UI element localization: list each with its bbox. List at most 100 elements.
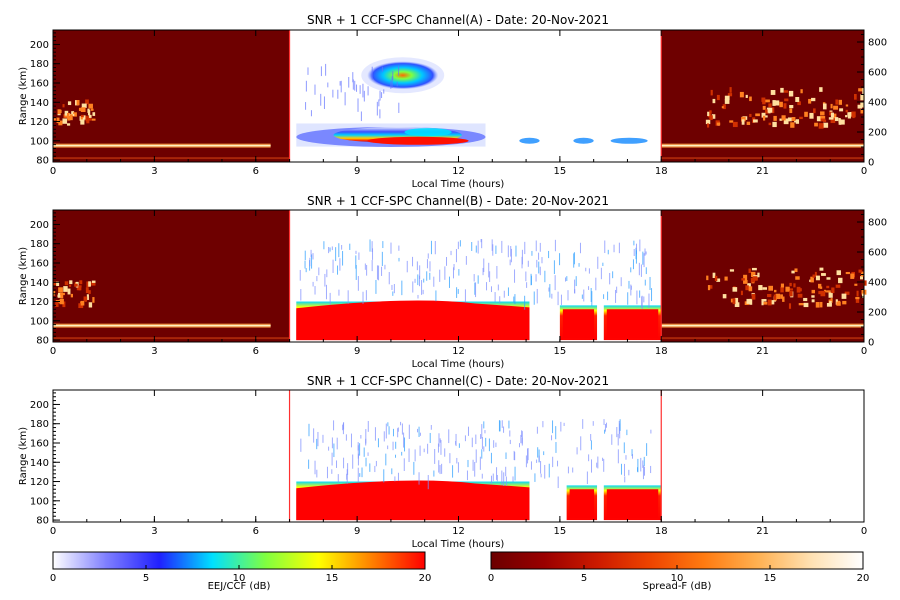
scatter-echo <box>491 239 493 251</box>
spread-f-echo <box>852 112 855 119</box>
scatter-echo <box>582 419 584 429</box>
scatter-echo <box>314 286 316 295</box>
colorbar-tick-label: 15 <box>326 573 339 584</box>
scatter-echo <box>393 284 395 294</box>
scatter-echo <box>575 276 577 287</box>
scatter-echo <box>412 281 414 293</box>
spread-f-echo <box>789 290 793 297</box>
scatter-echo <box>328 446 330 451</box>
scatter-echo <box>477 275 479 284</box>
spread-f-echo <box>839 108 844 112</box>
x-tick-label: 0 <box>861 526 867 537</box>
spread-f-echo <box>795 119 800 124</box>
x-tick-label: 18 <box>655 166 668 177</box>
panel-a-ylabel: Range (km) <box>18 67 29 125</box>
spread-f-region <box>53 30 290 162</box>
spread-f-echo <box>812 274 815 278</box>
saturated-echo-core <box>606 309 659 339</box>
spread-f-echo <box>66 123 71 126</box>
scatter-echo <box>396 81 398 87</box>
spread-f-echo <box>830 103 833 109</box>
scatter-echo <box>505 476 507 486</box>
spread-f-echo <box>815 302 820 308</box>
spread-f-echo <box>724 276 728 281</box>
scatter-echo <box>439 438 441 443</box>
spread-f-echo <box>721 106 724 109</box>
spread-f-echo <box>829 301 832 306</box>
spread-f-echo <box>800 89 803 94</box>
x-tick-label: 3 <box>151 166 157 177</box>
scatter-echo <box>643 456 645 467</box>
scatter-echo <box>326 269 328 278</box>
spread-f-echo <box>834 117 839 122</box>
right-y-tick-label: 200 <box>868 308 887 319</box>
scatter-echo <box>365 429 367 444</box>
spread-f-echo <box>863 280 867 286</box>
scatter-echo <box>336 460 338 468</box>
colorbar-tick-label: 5 <box>581 573 587 584</box>
scatter-echo <box>450 250 452 256</box>
scatter-echo <box>422 289 424 295</box>
y-tick-label: 200 <box>30 220 49 231</box>
spread-f-echo <box>67 288 71 295</box>
spread-f-echo <box>783 103 787 109</box>
scatter-echo <box>510 248 512 263</box>
scatter-echo <box>333 420 335 431</box>
scatter-echo <box>498 420 500 432</box>
scatter-echo <box>388 426 390 435</box>
scatter-echo <box>313 428 315 443</box>
scatter-echo <box>390 242 392 254</box>
spread-f-echo <box>860 94 865 101</box>
spread-f-echo <box>860 102 864 108</box>
spread-f-echo <box>722 294 727 299</box>
scatter-echo <box>496 475 498 482</box>
scatter-echo <box>324 273 326 287</box>
spread-f-echo <box>860 276 863 280</box>
scatter-echo <box>444 266 446 280</box>
scatter-echo <box>507 287 509 296</box>
scatter-echo <box>554 239 556 252</box>
scatter-echo <box>347 290 349 304</box>
scatter-echo <box>527 260 529 267</box>
scatter-echo <box>320 66 322 77</box>
scatter-echo <box>549 284 551 298</box>
scatter-echo <box>543 451 545 456</box>
scatter-echo <box>642 251 644 265</box>
spread-f-echo <box>732 121 738 128</box>
scatter-echo <box>475 449 477 463</box>
spread-f-echo <box>78 287 81 291</box>
scatter-echo <box>394 476 396 482</box>
spread-f-echo <box>88 103 93 109</box>
scatter-echo <box>310 249 312 258</box>
scatter-echo <box>648 293 650 309</box>
spread-f-echo <box>67 101 72 106</box>
spread-f-echo <box>767 107 773 113</box>
scatter-echo <box>401 280 403 296</box>
spread-f-echo <box>838 119 842 125</box>
scatter-echo <box>544 270 546 283</box>
scatter-echo <box>427 253 429 259</box>
spread-f-echo <box>724 99 730 104</box>
spread-f-echo <box>709 285 713 289</box>
scatter-echo <box>509 259 511 266</box>
scatter-echo <box>435 290 437 302</box>
scatter-echo <box>628 280 630 289</box>
panel-b-ylabel: Range (km) <box>18 247 29 305</box>
scatter-echo <box>357 453 359 466</box>
scatter-echo <box>600 267 602 280</box>
scatter-echo <box>602 457 604 461</box>
scatter-echo <box>527 448 529 461</box>
spread-f-echo <box>768 285 774 291</box>
scatter-echo <box>397 472 399 481</box>
colorbar-spread-f: 0 5 10 15 20 Spread-F (dB) <box>488 551 869 592</box>
spread-f-echo <box>861 293 865 298</box>
scatter-echo <box>538 455 540 463</box>
y-tick-label: 140 <box>30 98 49 109</box>
y-tick-label: 160 <box>30 78 49 89</box>
scatter-echo <box>365 457 367 467</box>
scatter-echo <box>635 250 637 264</box>
panel-c-ylabel: Range (km) <box>18 427 29 485</box>
spread-f-echo <box>774 100 780 106</box>
scatter-echo <box>449 453 451 464</box>
scatter-echo <box>356 84 358 92</box>
